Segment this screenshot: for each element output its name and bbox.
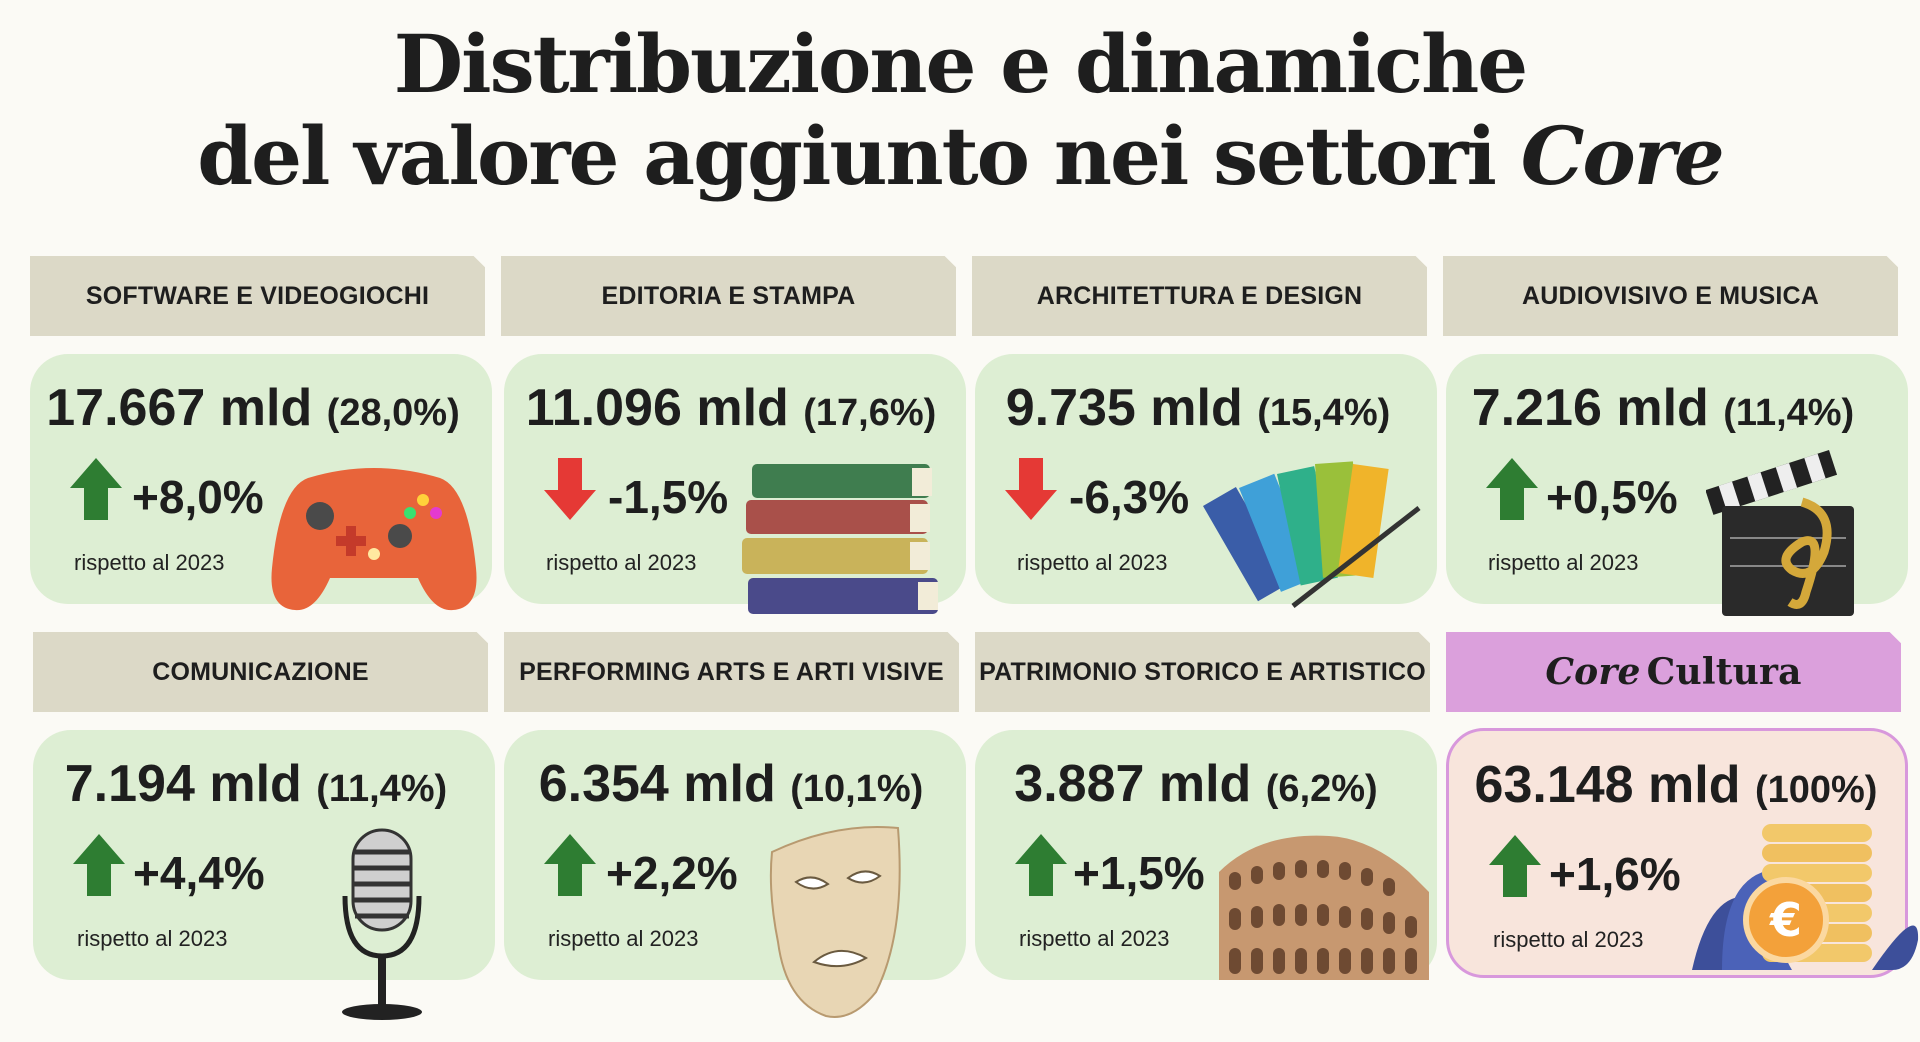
microphone-icon <box>342 828 422 1020</box>
sector-header-editoria: EDITORIA E STAMPA <box>501 256 956 336</box>
sector-change: +2,2% <box>606 847 738 899</box>
sector-header-performing: PERFORMING ARTS E ARTI VISIVE <box>504 632 959 712</box>
sector-card-performing: 6.354 mld (10,1%) +2,2% rispetto al 2023 <box>504 730 966 1018</box>
sector-header-comunicazione: COMUNICAZIONE <box>33 632 488 712</box>
sector-value-line: 6.354 mld (10,1%) <box>500 754 962 814</box>
arrow-up-icon <box>544 834 596 896</box>
sector-change: -1,5% <box>608 471 729 523</box>
title-line-2-prefix: del valore aggiunto nei settori <box>197 109 1497 203</box>
sector-value: 3.887 mld <box>1014 755 1252 813</box>
sector-card-audiovisivo: 7.216 mld (11,4%) +0,5% rispetto al 2023 <box>1446 354 1908 616</box>
arrow-up-icon <box>1489 835 1541 897</box>
sector-value-line: 17.667 mld (28,0%) <box>22 378 484 438</box>
sector-card-patrimonio: 3.887 mld (6,2%) +1,5% rispetto al 2023 <box>975 730 1437 980</box>
sector-value: 9.735 mld <box>1005 379 1243 437</box>
sector-header-audiovisivo: AUDIOVISIVO E MUSICA <box>1443 256 1898 336</box>
page-title: Distribuzione e dinamiche del valore agg… <box>0 18 1920 202</box>
sector-reference: rispetto al 2023 <box>1017 550 1168 575</box>
euro-coins-icon: € <box>1692 824 1919 970</box>
sector-value: 7.194 mld <box>64 755 302 813</box>
arrow-down-icon <box>1005 458 1057 520</box>
sector-value-line: 11.096 mld (17,6%) <box>500 378 962 438</box>
sector-value-line: 3.887 mld (6,2%) <box>965 754 1427 814</box>
arrow-up-icon <box>1486 458 1538 520</box>
colosseum-icon <box>1219 835 1429 980</box>
sector-name: ARCHITETTURA E DESIGN <box>1036 281 1363 310</box>
sector-name: AUDIOVISIVO E MUSICA <box>1521 281 1820 310</box>
sector-change: +0,5% <box>1546 471 1678 523</box>
total-header: Core Cultura <box>1446 632 1901 712</box>
total-label-rest: Cultura <box>1646 651 1802 693</box>
sector-name: COMUNICAZIONE <box>152 657 369 686</box>
total-change: +1,6% <box>1549 848 1681 900</box>
sector-card-comunicazione: 7.194 mld (11,4%) +4,4% rispetto al 2023 <box>33 730 495 1020</box>
sector-reference: rispetto al 2023 <box>546 550 697 575</box>
sector-reference: rispetto al 2023 <box>548 926 699 951</box>
sector-share: (15,4%) <box>1257 392 1391 434</box>
title-line-1: Distribuzione e dinamiche <box>393 17 1528 111</box>
sector-share: (28,0%) <box>326 392 460 434</box>
svg-text:€: € <box>1769 893 1802 947</box>
sector-card-editoria: 11.096 mld (17,6%) -1,5% rispetto al 202… <box>504 354 966 614</box>
sector-reference: rispetto al 2023 <box>74 550 225 575</box>
sector-value-line: 9.735 mld (15,4%) <box>967 378 1429 438</box>
sector-header-patrimonio: PATRIMONIO STORICO E ARTISTICO <box>975 632 1430 712</box>
sector-value: 17.667 mld <box>46 379 313 437</box>
arrow-up-icon <box>73 834 125 896</box>
sector-value: 7.216 mld <box>1471 379 1709 437</box>
clapperboard-icon <box>1706 449 1854 616</box>
sector-change: +4,4% <box>133 847 265 899</box>
total-value-line: 63.148 mld (100%) <box>1445 755 1907 815</box>
total-label-core: Core <box>1545 651 1641 693</box>
sector-share: (11,4%) <box>316 768 448 810</box>
arrow-down-icon <box>544 458 596 520</box>
sector-header-architettura: ARCHITETTURA E DESIGN <box>972 256 1427 336</box>
total-value: 63.148 mld <box>1474 756 1741 814</box>
sector-reference: rispetto al 2023 <box>1019 926 1170 951</box>
total-share: (100%) <box>1754 769 1878 811</box>
title-line-2: del valore aggiunto nei settori Core <box>0 110 1920 202</box>
sector-share: (17,6%) <box>803 392 937 434</box>
arrow-up-icon <box>1015 834 1067 896</box>
sector-change: +1,5% <box>1073 847 1205 899</box>
sector-value-line: 7.216 mld (11,4%) <box>1432 378 1894 438</box>
books-icon <box>742 464 938 614</box>
sector-name: PATRIMONIO STORICO E ARTISTICO <box>979 657 1426 686</box>
sector-change: +8,0% <box>132 471 264 523</box>
sector-share: (11,4%) <box>1723 392 1855 434</box>
sector-name: EDITORIA E STAMPA <box>601 281 856 310</box>
gamepad-icon <box>271 468 477 611</box>
sector-reference: rispetto al 2023 <box>77 926 228 951</box>
total-reference: rispetto al 2023 <box>1493 927 1644 952</box>
arrow-up-icon <box>70 458 122 520</box>
sector-share: (10,1%) <box>790 768 924 810</box>
sector-reference: rispetto al 2023 <box>1488 550 1639 575</box>
title-core-word: Core <box>1520 109 1725 203</box>
theater-mask-icon <box>769 826 901 1018</box>
sector-share: (6,2%) <box>1265 768 1378 810</box>
sector-value: 11.096 mld <box>525 379 789 437</box>
sector-card-architettura: 9.735 mld (15,4%) -6,3% rispetto al 2023 <box>975 354 1437 608</box>
sector-card-software: 17.667 mld (28,0%) +8,0% rispetto al 202… <box>30 354 492 611</box>
sector-value: 6.354 mld <box>538 755 776 813</box>
sector-name: PERFORMING ARTS E ARTI VISIVE <box>519 657 944 686</box>
color-swatches-icon <box>1203 461 1421 608</box>
sector-change: -6,3% <box>1069 471 1190 523</box>
sector-name: SOFTWARE E VIDEOGIOCHI <box>85 281 430 310</box>
sector-value-line: 7.194 mld (11,4%) <box>25 754 487 814</box>
sector-header-software: SOFTWARE E VIDEOGIOCHI <box>30 256 485 336</box>
